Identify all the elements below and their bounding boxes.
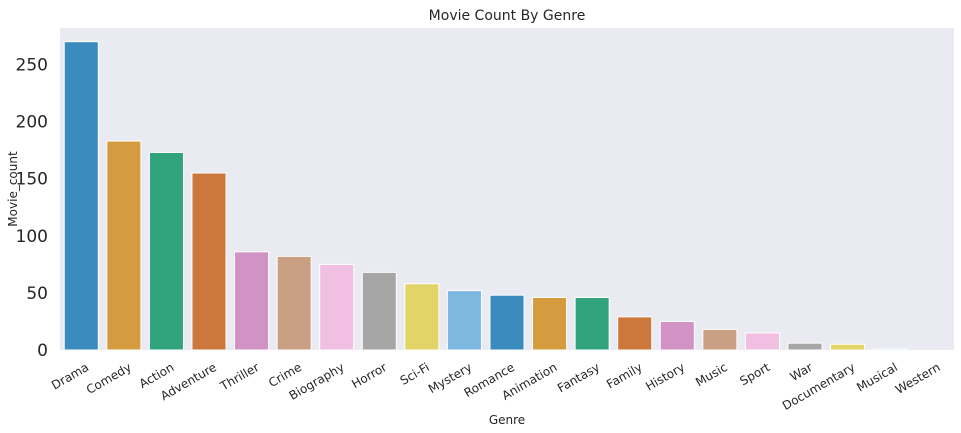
- x-tick-label: Fantasy: [555, 360, 602, 395]
- x-tick-label: Documentary: [780, 360, 858, 413]
- bar-history: [659, 320, 695, 351]
- y-tick-label: 150: [16, 170, 48, 190]
- y-tick-label: 250: [16, 56, 48, 76]
- bar-adventure: [191, 172, 227, 351]
- bar-romance: [489, 294, 525, 351]
- x-tick-label: Sport: [737, 360, 772, 388]
- bar-war: [787, 342, 823, 351]
- y-axis-label: Movie_count: [6, 151, 20, 227]
- bar-documentary: [830, 343, 866, 351]
- y-tick-label: 50: [26, 284, 48, 304]
- bar-biography: [319, 263, 355, 351]
- bar-music: [702, 328, 738, 351]
- bar-sci-fi: [404, 283, 440, 351]
- x-tick-label: History: [643, 360, 687, 393]
- bar-animation: [532, 296, 568, 351]
- bars: [63, 41, 908, 351]
- x-tick-label: Western: [893, 360, 943, 397]
- x-tick-label: War: [788, 360, 815, 384]
- x-tick-label: Comedy: [84, 360, 134, 397]
- x-tick-label: Thriller: [217, 360, 261, 394]
- bar-horror: [361, 271, 397, 351]
- bar-mystery: [446, 290, 482, 351]
- bar-drama: [63, 41, 99, 351]
- x-tick-label: Family: [604, 360, 644, 391]
- x-tick-label: Musical: [854, 360, 900, 395]
- bar-action: [148, 151, 184, 351]
- y-axis-ticks: 0 50 100 150 200 250: [16, 56, 48, 361]
- bar-musical: [872, 348, 908, 351]
- bar-fantasy: [574, 296, 610, 351]
- x-tick-label: Music: [693, 360, 730, 389]
- x-tick-label: Horror: [349, 360, 389, 391]
- bar-family: [617, 316, 653, 351]
- y-tick-label: 100: [16, 227, 48, 247]
- x-axis-label: Genre: [489, 413, 525, 427]
- bar-thriller: [234, 251, 270, 351]
- chart-title: Movie Count By Genre: [429, 8, 586, 24]
- y-tick-label: 0: [37, 341, 48, 361]
- bar-comedy: [106, 140, 142, 351]
- bar-crime: [276, 255, 312, 351]
- y-tick-label: 200: [16, 113, 48, 133]
- bar-sport: [744, 332, 780, 351]
